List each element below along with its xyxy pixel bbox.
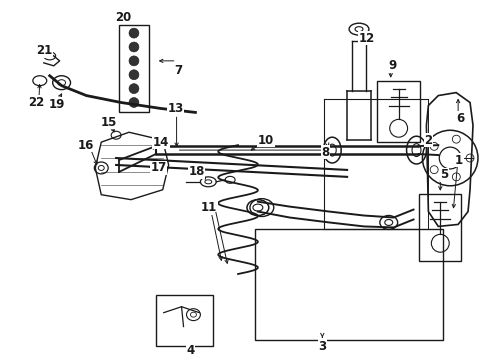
Text: 5: 5 — [439, 168, 447, 181]
Text: 20: 20 — [115, 11, 131, 24]
Text: 11: 11 — [201, 201, 217, 214]
Text: 3: 3 — [318, 340, 325, 353]
Text: 14: 14 — [152, 136, 168, 149]
Text: 17: 17 — [150, 161, 166, 175]
Text: 15: 15 — [101, 116, 117, 129]
Text: 10: 10 — [257, 134, 273, 147]
Circle shape — [129, 56, 139, 66]
Text: 8: 8 — [321, 145, 329, 158]
Text: 2: 2 — [424, 134, 431, 147]
Text: 16: 16 — [77, 139, 93, 152]
Circle shape — [129, 84, 139, 94]
Text: 18: 18 — [188, 165, 204, 179]
Text: 7: 7 — [174, 64, 182, 77]
Circle shape — [129, 42, 139, 52]
Text: 22: 22 — [28, 96, 44, 109]
Bar — [376, 81, 420, 142]
Text: 13: 13 — [167, 102, 183, 115]
Text: 21: 21 — [37, 44, 53, 58]
Circle shape — [129, 98, 139, 108]
Text: 6: 6 — [455, 112, 463, 125]
Text: 1: 1 — [454, 153, 462, 167]
Bar — [419, 194, 460, 261]
Circle shape — [129, 28, 139, 38]
Bar — [254, 229, 442, 341]
Bar — [119, 25, 148, 112]
Circle shape — [129, 70, 139, 80]
Bar — [156, 295, 213, 346]
Text: 9: 9 — [388, 59, 396, 72]
Text: 12: 12 — [358, 32, 374, 45]
Text: 4: 4 — [186, 344, 194, 357]
Text: 19: 19 — [48, 98, 65, 111]
